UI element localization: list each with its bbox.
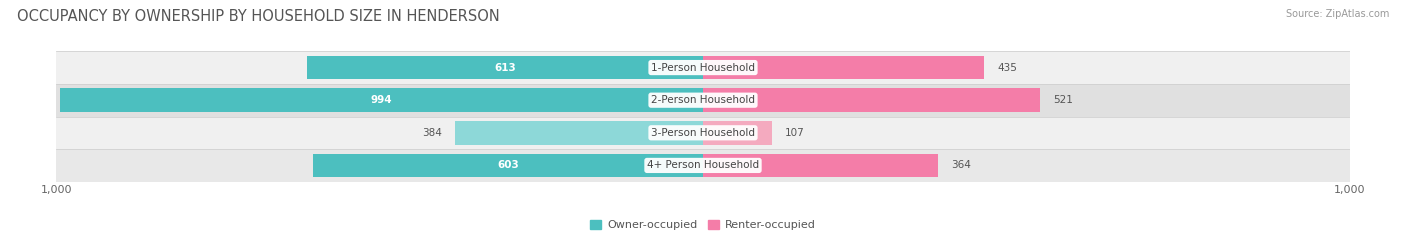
Text: 384: 384 (422, 128, 441, 138)
Text: 613: 613 (494, 63, 516, 72)
Text: 521: 521 (1053, 95, 1073, 105)
Legend: Owner-occupied, Renter-occupied: Owner-occupied, Renter-occupied (586, 216, 820, 233)
Text: 364: 364 (952, 161, 972, 170)
Bar (703, 154, 938, 177)
Bar (60, 89, 703, 112)
Text: Source: ZipAtlas.com: Source: ZipAtlas.com (1285, 9, 1389, 19)
Bar (56, 51, 1350, 84)
Bar (56, 149, 1350, 182)
Bar (703, 56, 984, 79)
Text: 107: 107 (785, 128, 804, 138)
Bar (307, 56, 703, 79)
Bar (56, 84, 1350, 116)
Bar (56, 116, 1350, 149)
Text: 603: 603 (498, 161, 519, 170)
Bar (703, 89, 1040, 112)
Bar (454, 121, 703, 144)
Text: 3-Person Household: 3-Person Household (651, 128, 755, 138)
Bar (703, 121, 772, 144)
Text: OCCUPANCY BY OWNERSHIP BY HOUSEHOLD SIZE IN HENDERSON: OCCUPANCY BY OWNERSHIP BY HOUSEHOLD SIZE… (17, 9, 499, 24)
Text: 2-Person Household: 2-Person Household (651, 95, 755, 105)
Text: 1-Person Household: 1-Person Household (651, 63, 755, 72)
Text: 994: 994 (371, 95, 392, 105)
Text: 4+ Person Household: 4+ Person Household (647, 161, 759, 170)
Bar (314, 154, 703, 177)
Text: 435: 435 (997, 63, 1017, 72)
